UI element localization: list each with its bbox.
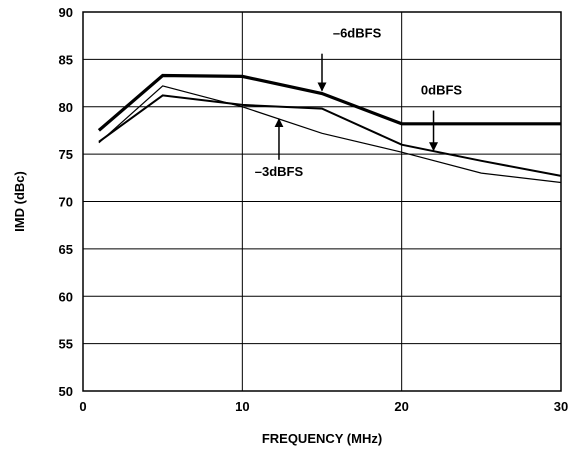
x-tick-label: 10 bbox=[235, 399, 249, 414]
y-axis-label: IMD (dBc) bbox=[12, 171, 27, 232]
y-tick-label: 70 bbox=[59, 195, 73, 210]
y-tick-label: 65 bbox=[59, 242, 73, 257]
series-line-1 bbox=[98, 94, 562, 177]
y-tick-label: 90 bbox=[59, 5, 73, 20]
y-tick-label: 80 bbox=[59, 100, 73, 115]
y-axis-ticks: 50 55 60 65 70 75 80 85 90 bbox=[59, 5, 73, 399]
x-axis-ticks: 0 10 20 30 bbox=[79, 399, 568, 414]
y-tick-label: 85 bbox=[59, 52, 73, 67]
series-line-2 bbox=[98, 85, 562, 184]
annotations: –6dBFS 0dBFS –3dBFS bbox=[255, 26, 463, 179]
x-tick-label: 0 bbox=[79, 399, 86, 414]
annotation-label: –6dBFS bbox=[333, 26, 382, 41]
y-tick-label: 60 bbox=[59, 289, 73, 304]
series-lines bbox=[97, 73, 562, 184]
annotation-label: –3dBFS bbox=[255, 164, 304, 179]
y-tick-label: 55 bbox=[59, 337, 73, 352]
x-tick-label: 20 bbox=[394, 399, 408, 414]
annotation-label: 0dBFS bbox=[421, 82, 463, 97]
x-tick-label: 30 bbox=[554, 399, 568, 414]
x-axis-label: FREQUENCY (MHz) bbox=[262, 431, 382, 446]
series-line-0 bbox=[97, 73, 561, 132]
y-tick-label: 75 bbox=[59, 147, 73, 162]
y-tick-label: 50 bbox=[59, 384, 73, 399]
plot-frame bbox=[82, 11, 562, 392]
